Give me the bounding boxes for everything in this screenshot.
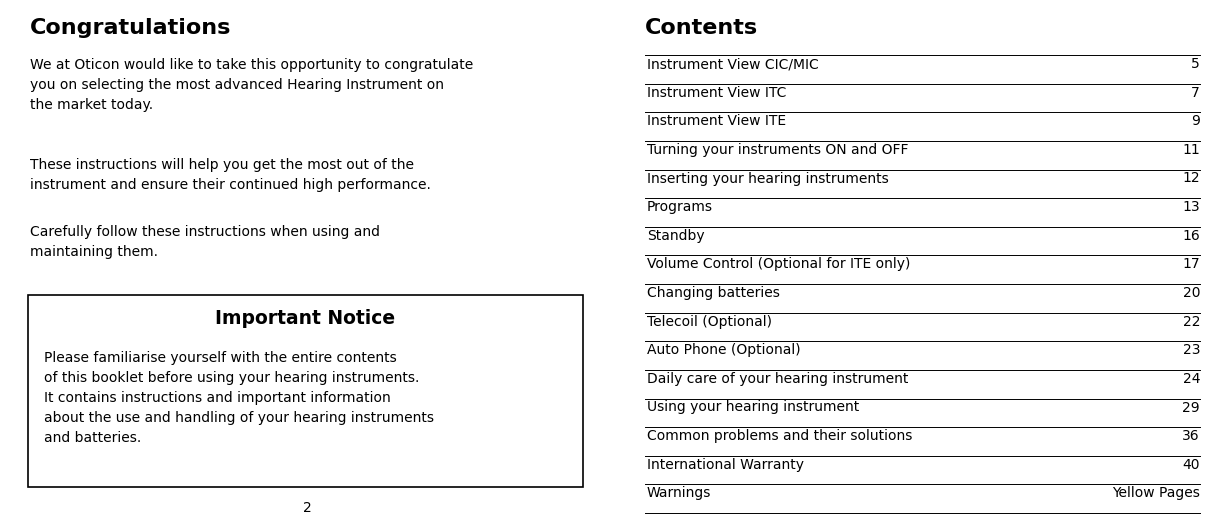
Text: Auto Phone (Optional): Auto Phone (Optional) bbox=[647, 343, 801, 357]
Text: Yellow Pages: Yellow Pages bbox=[1113, 486, 1200, 501]
Text: Instrument View CIC/MIC: Instrument View CIC/MIC bbox=[647, 57, 819, 71]
Text: Volume Control (Optional for ITE only): Volume Control (Optional for ITE only) bbox=[647, 257, 910, 271]
Text: Inserting your hearing instruments: Inserting your hearing instruments bbox=[647, 172, 889, 186]
Text: Daily care of your hearing instrument: Daily care of your hearing instrument bbox=[647, 372, 909, 386]
Text: Warnings: Warnings bbox=[647, 486, 711, 501]
Text: Telecoil (Optional): Telecoil (Optional) bbox=[647, 315, 772, 328]
Text: Changing batteries: Changing batteries bbox=[647, 286, 780, 300]
Text: 7: 7 bbox=[1191, 86, 1200, 99]
Text: Instrument View ITC: Instrument View ITC bbox=[647, 86, 786, 99]
Text: 5: 5 bbox=[1191, 57, 1200, 71]
Text: Common problems and their solutions: Common problems and their solutions bbox=[647, 429, 912, 443]
Text: 36: 36 bbox=[1183, 429, 1200, 443]
Text: Instrument View ITE: Instrument View ITE bbox=[647, 114, 786, 128]
Text: 11: 11 bbox=[1183, 143, 1200, 157]
Text: Turning your instruments ON and OFF: Turning your instruments ON and OFF bbox=[647, 143, 909, 157]
Text: 24: 24 bbox=[1183, 372, 1200, 386]
Text: Programs: Programs bbox=[647, 200, 713, 214]
Text: 16: 16 bbox=[1183, 229, 1200, 243]
Text: 29: 29 bbox=[1183, 401, 1200, 415]
Text: 9: 9 bbox=[1191, 114, 1200, 128]
Text: 12: 12 bbox=[1183, 172, 1200, 186]
Text: 20: 20 bbox=[1183, 286, 1200, 300]
Text: Standby: Standby bbox=[647, 229, 705, 243]
Text: Please familiarise yourself with the entire contents
of this booklet before usin: Please familiarise yourself with the ent… bbox=[44, 351, 433, 445]
Text: Carefully follow these instructions when using and
maintaining them.: Carefully follow these instructions when… bbox=[29, 225, 379, 259]
Bar bbox=[28, 295, 583, 487]
Text: 40: 40 bbox=[1183, 458, 1200, 472]
Text: Congratulations: Congratulations bbox=[29, 18, 231, 38]
Text: International Warranty: International Warranty bbox=[647, 458, 804, 472]
Text: Contents: Contents bbox=[645, 18, 758, 38]
Text: We at Oticon would like to take this opportunity to congratulate
you on selectin: We at Oticon would like to take this opp… bbox=[29, 58, 473, 112]
Text: Using your hearing instrument: Using your hearing instrument bbox=[647, 401, 860, 415]
Text: 13: 13 bbox=[1183, 200, 1200, 214]
Text: 22: 22 bbox=[1183, 315, 1200, 328]
Text: Important Notice: Important Notice bbox=[215, 309, 395, 328]
Text: These instructions will help you get the most out of the
instrument and ensure t: These instructions will help you get the… bbox=[29, 158, 431, 192]
Text: 17: 17 bbox=[1183, 257, 1200, 271]
Text: 2: 2 bbox=[302, 501, 312, 515]
Text: 23: 23 bbox=[1183, 343, 1200, 357]
